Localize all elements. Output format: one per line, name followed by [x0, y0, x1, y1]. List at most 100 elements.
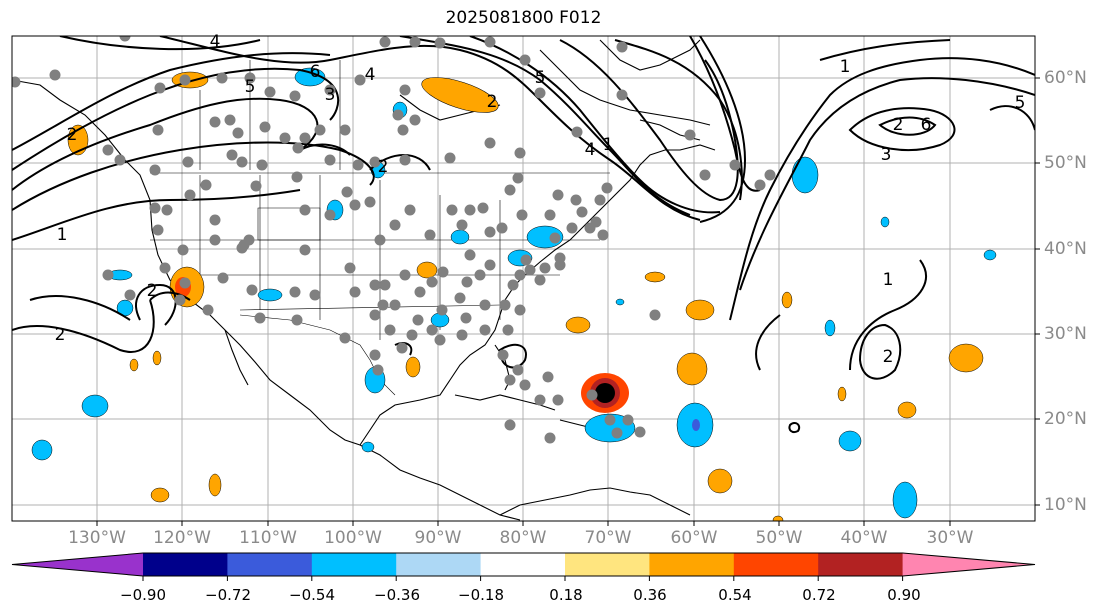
- station-dot: [460, 312, 472, 324]
- station-dot: [396, 342, 408, 354]
- colorbar-label: 0.72: [802, 586, 836, 604]
- station-dot: [279, 132, 291, 144]
- station-dot: [504, 419, 516, 431]
- station-dot: [426, 276, 438, 288]
- colorbar-segment: [565, 553, 650, 576]
- station-dot: [246, 284, 258, 296]
- lon-label-70w: 70°W: [584, 528, 632, 548]
- station-dot: [534, 274, 546, 286]
- contour-label: 4: [365, 65, 376, 85]
- station-dot: [177, 244, 189, 256]
- station-dot: [256, 159, 268, 171]
- station-dot: [436, 304, 448, 316]
- station-dot: [552, 394, 564, 406]
- colorbar-label: −0.72: [205, 586, 251, 604]
- station-dot: [217, 272, 229, 284]
- station-dot: [289, 90, 301, 102]
- contour-label: 1: [883, 270, 894, 290]
- station-dot: [412, 314, 424, 326]
- contour-label: 1: [603, 135, 614, 155]
- station-dot: [497, 349, 509, 361]
- lat-label-30n: 30°N: [1044, 324, 1087, 344]
- station-dot: [299, 244, 311, 256]
- station-dot: [516, 209, 528, 221]
- lat-label-10n: 10°N: [1044, 495, 1087, 515]
- lon-label-30w: 30°W: [926, 528, 974, 548]
- station-dot: [238, 239, 250, 251]
- station-dot: [534, 87, 546, 99]
- station-dot: [597, 229, 609, 241]
- station-dot: [479, 324, 491, 336]
- station-dot: [209, 116, 221, 128]
- colorbar-label: 0.90: [887, 586, 921, 604]
- station-dot: [292, 142, 304, 154]
- colorbar-segment: [818, 553, 904, 576]
- station-dot: [179, 74, 191, 86]
- station-dot: [124, 289, 136, 301]
- contour-label: 2: [147, 281, 158, 301]
- station-dot: [232, 127, 244, 139]
- station-dot: [379, 36, 391, 48]
- station-dot: [369, 349, 381, 361]
- station-dot: [324, 209, 336, 221]
- station-dot: [389, 219, 401, 231]
- station-dot: [152, 224, 164, 236]
- station-dot: [369, 309, 381, 321]
- colorbar-label: −0.36: [374, 586, 420, 604]
- station-dot: [364, 196, 376, 208]
- station-dot: [12, 76, 21, 88]
- station-dot: [309, 289, 321, 301]
- colorbar-segment: [902, 553, 1035, 576]
- contour-label: 1: [57, 225, 68, 245]
- station-dot: [341, 186, 353, 198]
- station-dot: [152, 124, 164, 136]
- station-dot: [404, 204, 416, 216]
- station-dot: [699, 169, 711, 181]
- station-dot: [616, 89, 628, 101]
- station-dot: [224, 114, 236, 126]
- station-dot: [299, 132, 311, 144]
- colorbar-label: −0.54: [289, 586, 335, 604]
- station-dot: [496, 222, 508, 234]
- station-dot: [504, 374, 516, 386]
- lon-label-110w: 110°W: [239, 528, 297, 548]
- station-dot: [102, 144, 114, 156]
- station-dot: [499, 299, 511, 311]
- station-dot: [399, 269, 411, 281]
- station-dot: [524, 264, 536, 276]
- station-dot: [372, 364, 384, 376]
- colorbar: [11, 552, 1036, 581]
- station-dot: [250, 180, 262, 192]
- station-dot: [289, 286, 301, 298]
- station-dot: [552, 189, 564, 201]
- station-dot: [464, 204, 476, 216]
- station-dot: [611, 427, 623, 439]
- station-dot: [484, 36, 496, 48]
- station-dot: [474, 269, 486, 281]
- storm-center-marker: [595, 383, 615, 403]
- station-dot: [406, 329, 418, 341]
- station-dot: [514, 304, 526, 316]
- lon-label-90w: 90°W: [414, 528, 462, 548]
- colorbar-segment: [143, 553, 228, 576]
- station-dot: [202, 304, 214, 316]
- station-dot: [566, 222, 578, 234]
- station-dots: [12, 36, 776, 444]
- station-dot: [324, 154, 336, 166]
- station-dot: [409, 114, 421, 126]
- contour-label: 2: [55, 325, 66, 345]
- station-dot: [601, 182, 613, 194]
- station-dot: [414, 286, 426, 298]
- station-dot: [484, 259, 496, 271]
- station-dot: [299, 204, 311, 216]
- station-dot: [399, 84, 411, 96]
- station-dot: [586, 389, 598, 401]
- station-dot: [634, 426, 646, 438]
- contour-label: 4: [210, 32, 221, 52]
- station-dot: [434, 37, 446, 49]
- lat-label-40n: 40°N: [1044, 239, 1087, 259]
- lon-label-40w: 40°W: [840, 528, 888, 548]
- station-dot: [409, 36, 421, 48]
